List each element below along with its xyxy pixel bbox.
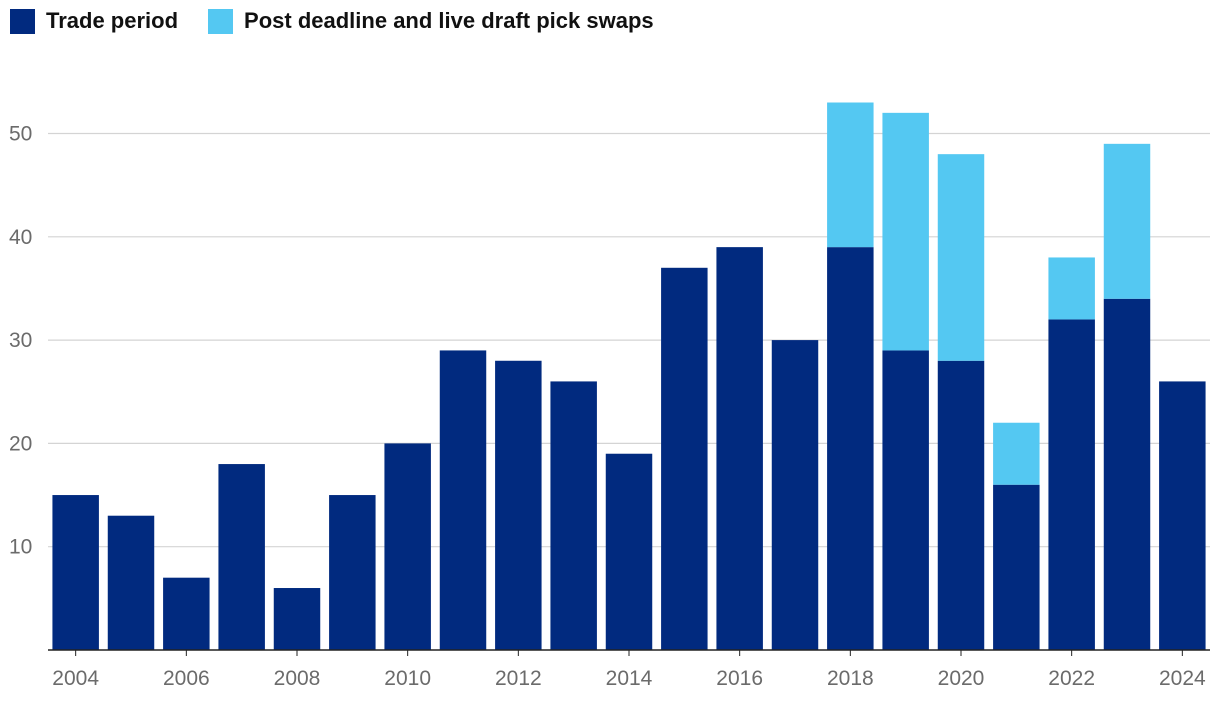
bar-2019-post-deadline xyxy=(882,112,929,351)
bar-2014-trade-period xyxy=(605,453,653,650)
bar-2006-trade-period xyxy=(163,577,210,650)
bar-2022-post-deadline xyxy=(1048,257,1095,320)
bar-2012-trade-period xyxy=(495,360,542,650)
bar-2016-trade-period xyxy=(716,247,763,650)
bar-2011-trade-period xyxy=(439,350,487,650)
y-tick-label-50: 50 xyxy=(9,123,32,146)
bar-2008-trade-period xyxy=(273,588,321,650)
bar-2013-trade-period xyxy=(550,381,597,650)
x-tick-label-2010: 2010 xyxy=(384,667,431,690)
x-tick-label-2016: 2016 xyxy=(716,667,763,690)
x-tick-label-2024: 2024 xyxy=(1159,667,1206,690)
bar-2020-trade-period xyxy=(937,360,985,650)
x-tick-label-2020: 2020 xyxy=(938,667,985,690)
chart-legend: Trade period Post deadline and live draf… xyxy=(10,8,684,34)
bar-2007-trade-period xyxy=(218,464,265,650)
bar-2005-trade-period xyxy=(107,515,155,650)
bar-2015-trade-period xyxy=(661,267,708,650)
x-tick-label-2018: 2018 xyxy=(827,667,874,690)
legend-swatch-trade-period xyxy=(10,8,35,34)
y-tick-label-30: 30 xyxy=(9,329,32,352)
bar-2019-trade-period xyxy=(882,350,929,650)
y-tick-label-40: 40 xyxy=(9,226,32,249)
legend-swatch-post-deadline xyxy=(208,8,234,34)
bar-2021-post-deadline xyxy=(993,422,1040,485)
bar-2004-trade-period xyxy=(52,495,99,650)
bar-2017-trade-period xyxy=(771,340,819,650)
bar-2018-trade-period xyxy=(827,247,874,650)
bar-2023-trade-period xyxy=(1103,298,1151,650)
bar-2018-post-deadline xyxy=(827,102,874,248)
legend-item-post-deadline: Post deadline and live draft pick swaps xyxy=(208,8,654,34)
bar-2020-post-deadline xyxy=(937,154,985,361)
bar-2010-trade-period xyxy=(384,443,431,650)
x-tick-label-2004: 2004 xyxy=(52,667,99,690)
legend-label-trade-period: Trade period xyxy=(46,8,179,33)
x-tick-label-2014: 2014 xyxy=(606,667,653,690)
bar-2022-trade-period xyxy=(1048,319,1095,650)
y-tick-label-20: 20 xyxy=(9,432,32,455)
y-tick-label-10: 10 xyxy=(9,536,32,559)
bar-2023-post-deadline xyxy=(1103,143,1151,299)
x-tick-label-2012: 2012 xyxy=(495,667,542,690)
legend-item-trade-period: Trade period xyxy=(10,8,178,34)
x-tick-label-2022: 2022 xyxy=(1048,667,1095,690)
bar-2021-trade-period xyxy=(993,484,1040,650)
bar-2024-trade-period xyxy=(1159,381,1206,650)
bar-2009-trade-period xyxy=(329,495,376,650)
x-tick-label-2008: 2008 xyxy=(274,667,321,690)
legend-label-post-deadline: Post deadline and live draft pick swaps xyxy=(244,8,654,33)
x-tick-label-2006: 2006 xyxy=(163,667,210,690)
